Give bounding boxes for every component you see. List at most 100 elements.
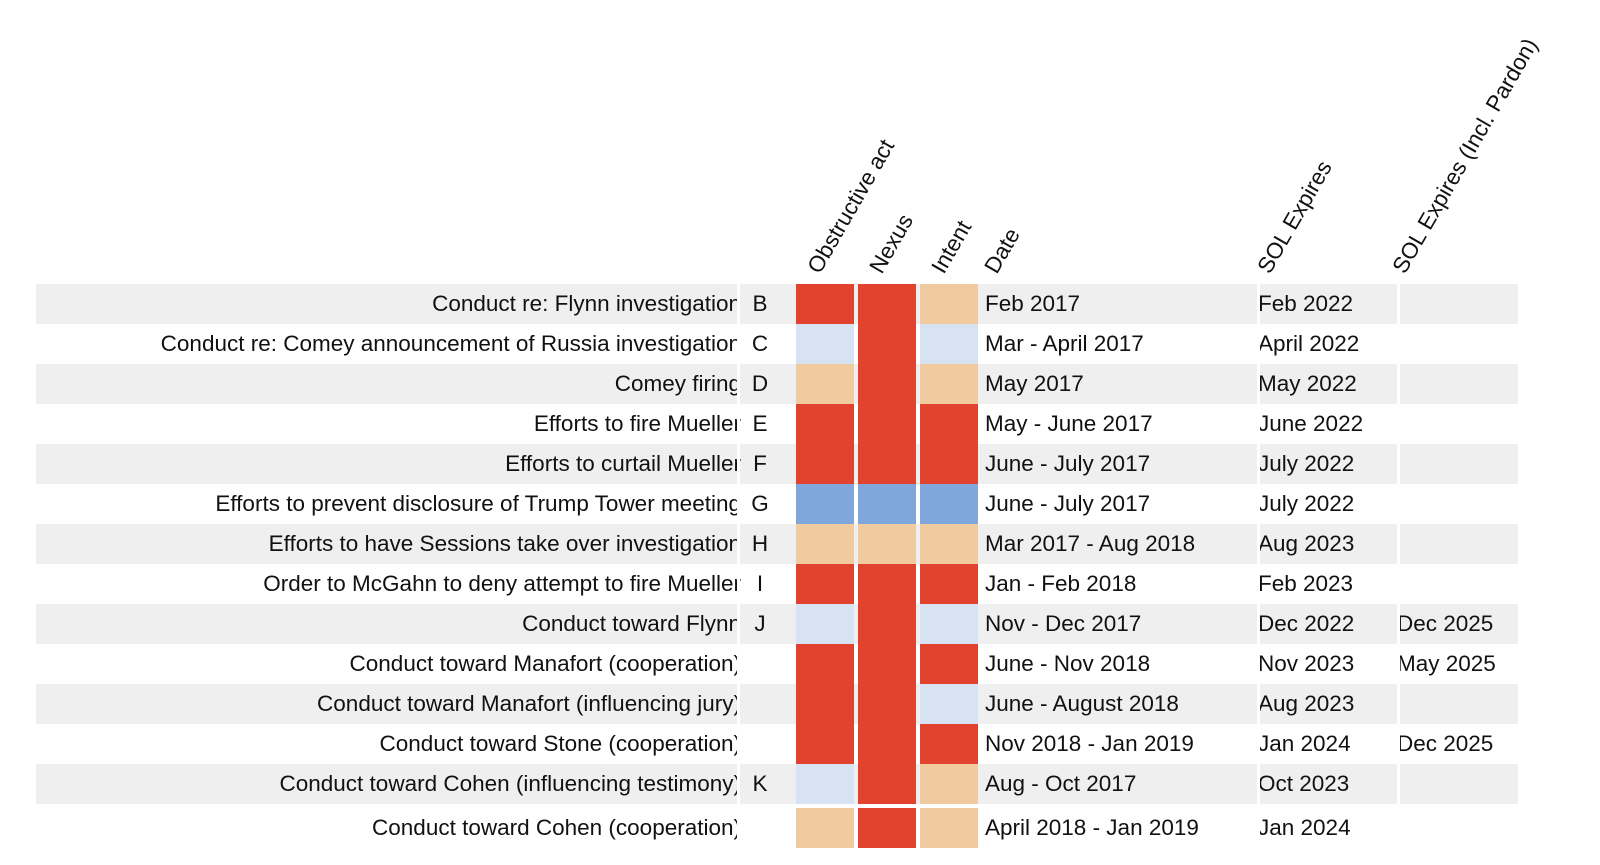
column-header-2: Intent — [926, 216, 977, 278]
row-description: Efforts to curtail Mueller — [505, 451, 741, 476]
column-divider — [1257, 284, 1260, 852]
table-row — [36, 684, 1518, 724]
nexus-cell — [858, 808, 916, 848]
nexus-cell — [858, 684, 916, 724]
table-row — [36, 604, 1518, 644]
row-description: Conduct toward Stone (cooperation) — [379, 731, 741, 756]
row-description: Efforts to prevent disclosure of Trump T… — [215, 491, 741, 516]
obstructive-act-cell — [796, 764, 854, 804]
intent-cell — [920, 684, 978, 724]
table-row — [36, 364, 1518, 404]
nexus-cell — [858, 444, 916, 484]
row-letter: J — [754, 611, 766, 636]
nexus-cell — [858, 484, 916, 524]
obstructive-act-cell — [796, 484, 854, 524]
row-letter: B — [752, 291, 768, 316]
obstructive-act-cell — [796, 284, 854, 324]
column-header-5: SOL Expires (Incl. Pardon) — [1387, 33, 1543, 278]
row-sol-expires: July 2022 — [1258, 491, 1355, 516]
row-sol-expires: April 2022 — [1258, 331, 1360, 356]
row-description: Conduct toward Cohen (cooperation) — [372, 815, 741, 840]
row-date: June - Nov 2018 — [985, 651, 1151, 676]
row-sol-expires: Nov 2023 — [1258, 651, 1355, 676]
row-description: Conduct re: Flynn investigation — [432, 291, 741, 316]
intent-cell — [920, 604, 978, 644]
row-date: Nov 2018 - Jan 2019 — [985, 731, 1194, 756]
intent-cell — [920, 564, 978, 604]
nexus-cell — [858, 564, 916, 604]
row-description: Conduct toward Flynn — [522, 611, 741, 636]
row-description: Efforts to fire Mueller — [533, 411, 741, 436]
row-sol-expires: Feb 2022 — [1258, 291, 1354, 316]
row-date: Nov - Dec 2017 — [985, 611, 1142, 636]
row-letter — [744, 808, 776, 848]
obstructive-act-cell — [796, 444, 854, 484]
intent-cell — [920, 364, 978, 404]
row-description: Order to McGahn to deny attempt to fire … — [263, 571, 741, 596]
row-sol-expires-pardon: Dec 2025 — [1397, 611, 1494, 636]
row-letter — [744, 644, 776, 684]
table-row — [36, 284, 1518, 324]
row-letter: E — [752, 411, 768, 436]
row-sol-expires: July 2022 — [1258, 451, 1355, 476]
row-description: Comey firing — [614, 371, 741, 396]
row-description: Conduct toward Manafort (cooperation) — [349, 651, 741, 676]
row-date: June - July 2017 — [985, 451, 1151, 476]
row-date: Mar - April 2017 — [985, 331, 1144, 356]
row-sol-expires: June 2022 — [1258, 411, 1364, 436]
table-row — [36, 524, 1518, 564]
obstructive-act-cell — [796, 684, 854, 724]
row-date: June - July 2017 — [985, 491, 1151, 516]
column-header-3: Date — [979, 223, 1025, 278]
row-date: Mar 2017 - Aug 2018 — [985, 531, 1196, 556]
table-row — [36, 764, 1518, 804]
row-date: Jan - Feb 2018 — [985, 571, 1137, 596]
intent-cell — [920, 484, 978, 524]
row-sol-expires: Jan 2024 — [1258, 815, 1351, 840]
nexus-cell — [858, 764, 916, 804]
obstructive-act-cell — [796, 564, 854, 604]
row-date: April 2018 - Jan 2019 — [985, 815, 1199, 840]
intent-cell — [920, 724, 978, 764]
column-header-4: SOL Expires — [1252, 156, 1337, 278]
row-sol-expires-pardon: Dec 2025 — [1397, 731, 1494, 756]
row-letter: D — [751, 371, 769, 396]
nexus-cell — [858, 724, 916, 764]
row-date: May 2017 — [985, 371, 1084, 396]
nexus-cell — [858, 604, 916, 644]
row-sol-expires: Oct 2023 — [1258, 771, 1350, 796]
row-letter: H — [751, 531, 769, 556]
row-sol-expires: Feb 2023 — [1258, 571, 1354, 596]
row-description: Conduct re: Comey announcement of Russia… — [160, 331, 741, 356]
nexus-cell — [858, 644, 916, 684]
row-sol-expires: Aug 2023 — [1258, 531, 1355, 556]
row-date: June - August 2018 — [985, 691, 1179, 716]
row-letter: G — [751, 491, 769, 516]
intent-cell — [920, 644, 978, 684]
row-date: Aug - Oct 2017 — [985, 771, 1137, 796]
obstructive-act-cell — [796, 604, 854, 644]
obstructive-act-cell — [796, 524, 854, 564]
row-sol-expires-pardon: May 2025 — [1397, 651, 1496, 676]
row-description: Conduct toward Cohen (influencing testim… — [279, 771, 742, 796]
row-description: Conduct toward Manafort (influencing jur… — [317, 691, 741, 716]
obstructive-act-cell — [796, 724, 854, 764]
row-description: Efforts to have Sessions take over inves… — [268, 531, 741, 556]
row-sol-expires: Jan 2024 — [1258, 731, 1351, 756]
nexus-cell — [858, 364, 916, 404]
row-date: Feb 2017 — [985, 291, 1081, 316]
obstructive-act-cell — [796, 404, 854, 444]
obstructive-act-cell — [796, 364, 854, 404]
row-letter: F — [753, 451, 767, 476]
obstructive-act-cell — [796, 808, 854, 848]
intent-cell — [920, 764, 978, 804]
intent-cell — [920, 324, 978, 364]
row-letter: I — [756, 571, 764, 596]
row-date: May - June 2017 — [985, 411, 1153, 436]
row-sol-expires: Dec 2022 — [1258, 611, 1355, 636]
row-sol-expires: Aug 2023 — [1258, 691, 1355, 716]
intent-cell — [920, 284, 978, 324]
row-sol-expires: May 2022 — [1258, 371, 1357, 396]
nexus-cell — [858, 524, 916, 564]
row-letter: K — [752, 771, 768, 796]
